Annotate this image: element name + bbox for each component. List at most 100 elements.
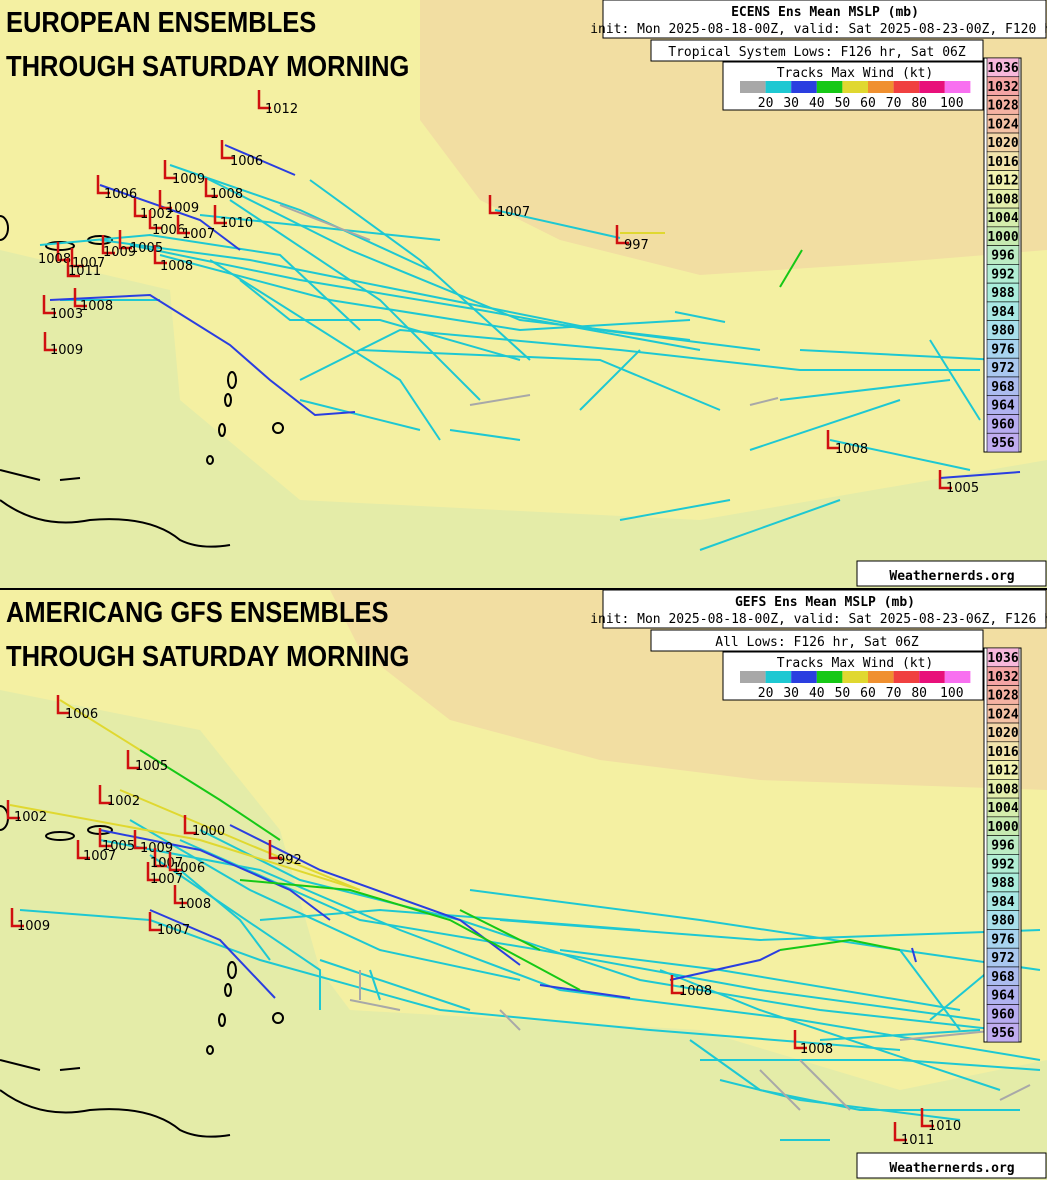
track <box>659 969 1001 1091</box>
low-marker <box>268 840 282 860</box>
scale-label: 1024 <box>987 707 1018 722</box>
track <box>559 949 961 1011</box>
track <box>779 379 951 401</box>
scale-label: 972 <box>991 361 1014 376</box>
low-pressure-label: 1006 <box>152 223 185 238</box>
scale-label: 968 <box>991 380 1015 395</box>
legend-swatch <box>816 671 843 683</box>
legend-label: 50 <box>835 686 851 701</box>
low-pressure-label: 1008 <box>80 299 113 314</box>
legend-swatch <box>868 81 894 93</box>
low-marker <box>56 695 70 715</box>
scale-label: 1036 <box>987 61 1018 76</box>
legend-swatch <box>816 81 843 93</box>
track <box>494 209 621 239</box>
scale-label: 996 <box>991 249 1015 264</box>
scale-label: 1020 <box>987 726 1018 741</box>
scale-label: 980 <box>991 324 1015 339</box>
track <box>299 399 421 431</box>
track <box>799 1059 851 1111</box>
low-pressure-label: 1010 <box>220 216 253 231</box>
low-marker <box>73 288 87 308</box>
panel-title: EUROPEAN ENSEMBLES <box>6 5 316 38</box>
low-pressure-label: 1009 <box>50 343 83 358</box>
track <box>700 1059 1041 1071</box>
scale-label: 1020 <box>987 136 1018 151</box>
track <box>539 984 631 999</box>
low-pressure-label: 1002 <box>14 810 47 825</box>
low-pressure-label: 1007 <box>150 872 183 887</box>
scale-label: 984 <box>991 305 1015 320</box>
scale-label: 964 <box>991 989 1015 1004</box>
low-marker <box>153 245 167 265</box>
legend-swatch <box>765 81 792 93</box>
low-marker <box>168 852 182 872</box>
island <box>206 1045 214 1055</box>
header-title: ECENS Ens Mean MSLP (mb) <box>731 5 919 20</box>
scale-label: 1016 <box>987 155 1018 170</box>
legend-label: 40 <box>809 96 825 111</box>
scale-label: 956 <box>991 1026 1015 1041</box>
scale-label: 968 <box>991 970 1015 985</box>
scale-label: 980 <box>991 914 1015 929</box>
track <box>259 908 641 931</box>
track <box>749 399 901 451</box>
scale-label: 1032 <box>987 80 1018 95</box>
low-marker <box>118 230 132 250</box>
legend-label: 40 <box>809 686 825 701</box>
low-marker <box>76 840 90 860</box>
legend-swatch <box>842 671 868 683</box>
low-marker <box>10 908 24 928</box>
scale-label: 1004 <box>987 211 1018 226</box>
low-marker <box>126 750 140 770</box>
panel-title: AMERICANG GFS ENSEMBLES <box>6 595 389 628</box>
low-marker <box>148 210 162 230</box>
scale-label: 1016 <box>987 745 1018 760</box>
track <box>929 339 981 421</box>
legend-label: 70 <box>886 686 902 701</box>
track <box>469 889 1041 971</box>
track <box>299 328 980 381</box>
legend-swatch <box>868 671 894 683</box>
scale-label: 1008 <box>987 782 1018 797</box>
island <box>0 215 9 241</box>
low-pressure-label: 1002 <box>140 207 173 222</box>
low-pressure-label: 1009 <box>17 919 50 934</box>
low-marker <box>56 242 70 262</box>
scale-label: 976 <box>991 342 1015 357</box>
header-box <box>602 0 1047 39</box>
header-init: init: Mon 2025-08-18-00Z, valid: Sat 202… <box>590 22 1047 37</box>
credit: Weathernerds.org <box>889 1161 1014 1176</box>
legend-swatch <box>740 671 766 683</box>
low-pressure-label: 1005 <box>946 481 979 496</box>
track <box>169 164 431 271</box>
low-pressure-label: 1008 <box>178 897 211 912</box>
track <box>39 233 361 331</box>
low-pressure-label: 1012 <box>265 102 298 117</box>
track <box>199 829 1001 1031</box>
lows-box <box>650 629 984 652</box>
track <box>779 249 803 288</box>
track <box>149 909 276 999</box>
legend-label: 60 <box>860 96 876 111</box>
track <box>224 144 296 176</box>
track <box>689 1039 1020 1111</box>
legend-swatch <box>919 671 945 683</box>
scale-label: 992 <box>991 267 1014 282</box>
low-marker <box>257 90 271 110</box>
legend-label: 60 <box>860 686 876 701</box>
track <box>159 254 691 332</box>
track <box>759 1069 801 1111</box>
legend-label: 70 <box>886 96 902 111</box>
low-pressure-label: 1008 <box>38 252 71 267</box>
low-marker <box>213 205 227 225</box>
low-pressure-label: 1008 <box>210 187 243 202</box>
scale-swatch <box>986 432 1020 453</box>
low-pressure-label: 1009 <box>166 201 199 216</box>
low-marker <box>163 160 177 180</box>
low-pressure-label: 1006 <box>65 707 98 722</box>
track <box>579 349 641 411</box>
scale-label: 988 <box>991 876 1015 891</box>
lows-label: Tropical System Lows: F126 hr, Sat 06Z <box>668 45 966 60</box>
low-pressure-label: 992 <box>277 853 302 868</box>
